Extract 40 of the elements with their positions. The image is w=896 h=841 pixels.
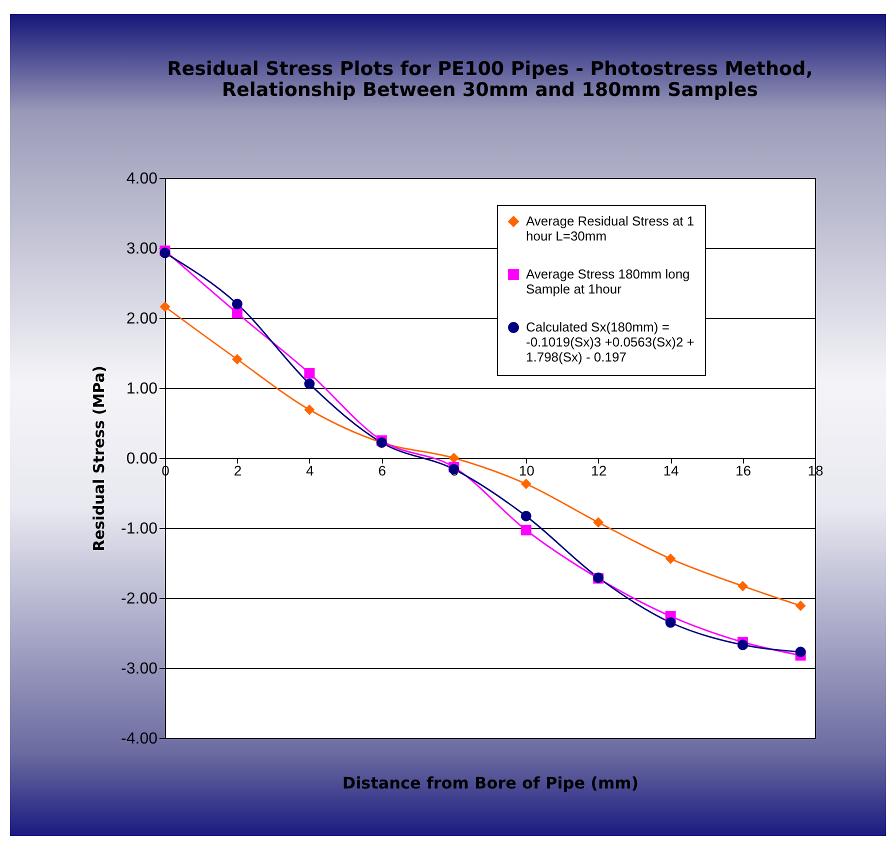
point <box>304 404 315 415</box>
y-tick-label: -3.00 <box>121 660 158 678</box>
point <box>520 478 532 490</box>
legend-label: Calculated Sx(180mm) = -0.1019(Sx)3 +0.0563(Sx)2 + 1.798(Sx) - 0.197 <box>526 320 694 364</box>
x-axis-title: Distance from Bore of Pipe (mm) <box>342 774 639 792</box>
y-tick-label: -2.00 <box>121 590 158 608</box>
point <box>160 302 170 312</box>
point <box>232 354 242 365</box>
point <box>448 452 460 464</box>
point <box>304 378 315 390</box>
x-tick-label: 4 <box>306 462 314 478</box>
point <box>738 580 748 592</box>
point <box>795 600 806 611</box>
point <box>738 640 748 650</box>
y-axis-title: Residual Stress (MPa) <box>90 366 108 552</box>
y-tick-label: -1.00 <box>121 520 158 538</box>
point <box>520 524 532 536</box>
y-tick-label: 0.00 <box>126 450 158 468</box>
chart-title: Residual Stress Plots for PE100 Pipes - Photostress Method, Relationship Between 30mm and 180mm Samples <box>167 58 813 101</box>
x-tick-label: 16 <box>735 462 752 478</box>
y-tick-label: 1.00 <box>126 380 158 398</box>
point <box>232 308 242 318</box>
x-tick-label: 6 <box>378 462 386 478</box>
point <box>593 517 604 528</box>
x-tick-label: 14 <box>663 462 680 478</box>
point <box>520 510 532 522</box>
x-tick-label: 12 <box>591 462 607 478</box>
point <box>665 617 676 628</box>
y-tick-label: 3.00 <box>126 240 158 258</box>
legend-label: Average Stress 180mm long Sample at 1hour <box>526 266 690 296</box>
y-tick-label: -4.00 <box>121 730 158 748</box>
legend-label: Average Residual Stress at 1 hour L=30mm <box>526 214 694 244</box>
point <box>304 368 315 379</box>
x-tick-label: 2 <box>234 462 242 478</box>
point <box>232 298 242 310</box>
point <box>795 646 806 658</box>
point <box>665 554 676 564</box>
y-tick-label: 4.00 <box>126 170 158 188</box>
x-tick-label: 10 <box>518 462 535 478</box>
y-tick-label: 2.00 <box>126 310 158 328</box>
